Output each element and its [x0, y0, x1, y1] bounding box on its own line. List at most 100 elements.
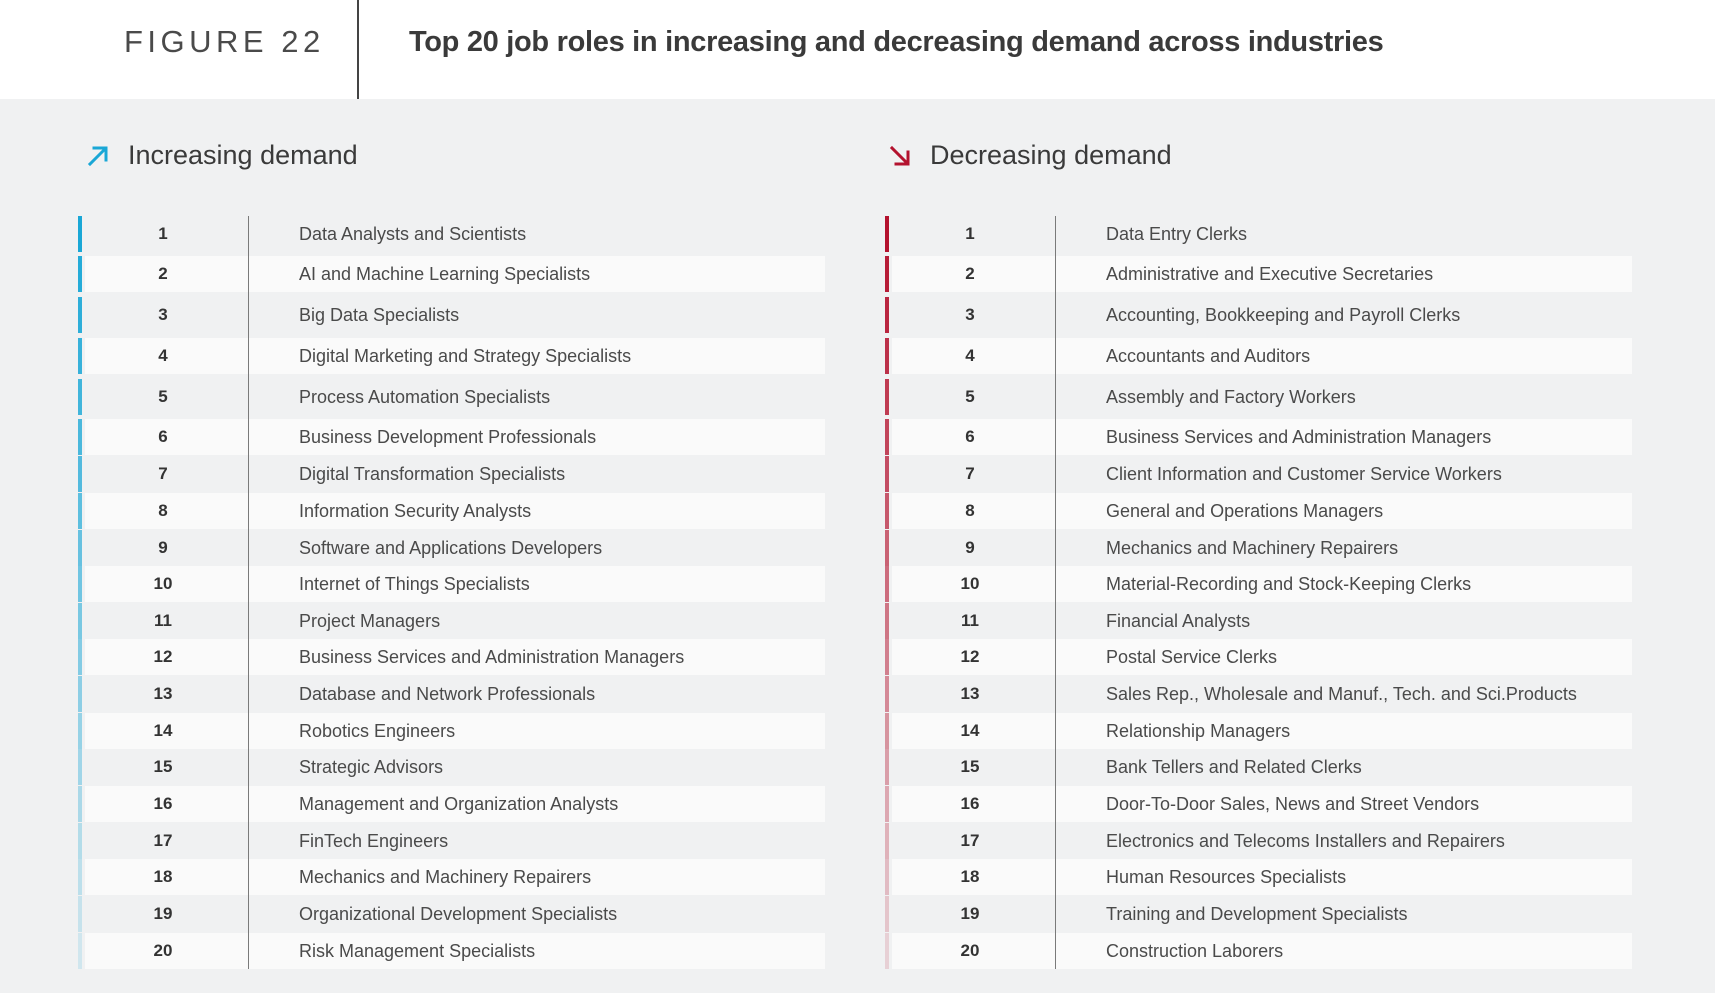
rank-accent-bar — [78, 419, 82, 455]
rank-accent-bar — [885, 338, 889, 374]
rank-accent-bar — [78, 379, 82, 415]
table-row: 4 Accountants and Auditors — [885, 338, 1632, 374]
row-background — [892, 456, 1632, 492]
column-divider — [248, 216, 249, 969]
rank-number: 15 — [153, 757, 173, 776]
job-role: Administrative and Executive Secretaries — [1106, 264, 1434, 284]
rank-accent-bar — [78, 859, 82, 895]
row-background — [85, 823, 825, 859]
job-role: Material-Recording and Stock-Keeping Cle… — [1106, 574, 1472, 594]
job-role: Assembly and Factory Workers — [1106, 387, 1356, 407]
rank-number: 15 — [960, 757, 980, 776]
header-divider — [357, 0, 359, 99]
table-row: 17 Electronics and Telecoms Installers an… — [885, 823, 1632, 859]
row-background — [892, 603, 1632, 639]
rank-accent-bar — [78, 456, 82, 492]
figure-header: FIGURE 22 Top 20 job roles in increasing… — [0, 0, 1715, 99]
table-row: 18 Mechanics and Machinery Repairers — [78, 859, 825, 895]
row-background — [85, 256, 825, 292]
table-row: 19 Organizational Development Specialists — [78, 896, 825, 932]
job-role: Software and Applications Developers — [299, 538, 603, 558]
rank-number: 10 — [960, 574, 980, 593]
rank-number: 14 — [153, 721, 173, 740]
job-role: Accountants and Auditors — [1106, 346, 1311, 366]
table-row: 9 Software and Applications Developers — [78, 530, 825, 566]
job-role: Electronics and Telecoms Installers and … — [1106, 831, 1505, 851]
row-background — [892, 749, 1632, 785]
rank-number: 4 — [158, 346, 168, 365]
rank-number: 2 — [965, 264, 975, 283]
table-row: 1 Data Analysts and Scientists — [78, 216, 825, 252]
table-row: 15 Strategic Advisors — [78, 749, 825, 785]
table-row: 11 Project Managers — [78, 603, 825, 639]
figure-title: Top 20 job roles in increasing and decre… — [409, 26, 1384, 58]
rank-number: 7 — [965, 464, 975, 483]
table-row: 7 Client Information and Customer Service… — [885, 456, 1632, 492]
row-background — [85, 713, 825, 749]
rank-number: 5 — [965, 387, 975, 406]
job-role: Human Resources Specialists — [1106, 867, 1347, 887]
rank-number: 19 — [153, 904, 173, 923]
rank-accent-bar — [885, 603, 889, 639]
rank-accent-bar — [78, 823, 82, 859]
rank-number: 19 — [960, 904, 980, 923]
job-role: Digital Marketing and Strategy Specialis… — [299, 346, 632, 366]
row-background — [892, 256, 1632, 292]
decreasing-table: 1 Data Entry Clerks 2 Administrative and Ex… — [885, 216, 1632, 972]
job-role: Strategic Advisors — [299, 757, 444, 777]
column-divider — [1055, 216, 1056, 969]
rank-accent-bar — [885, 566, 889, 602]
table-row: 6 Business Development Professionals — [78, 419, 825, 455]
table-row: 17 FinTech Engineers — [78, 823, 825, 859]
rank-number: 17 — [960, 831, 980, 850]
rank-accent-bar — [885, 676, 889, 712]
job-role: Data Entry Clerks — [1106, 224, 1248, 244]
table-row: 16 Door-To-Door Sales, News and Street Ve… — [885, 786, 1632, 822]
table-row: 16 Management and Organization Analysts — [78, 786, 825, 822]
rank-accent-bar — [885, 639, 889, 675]
rank-accent-bar — [885, 379, 889, 415]
job-role: Big Data Specialists — [299, 305, 460, 325]
rank-accent-bar — [885, 216, 889, 252]
rank-number: 20 — [153, 941, 173, 960]
rank-number: 5 — [158, 387, 168, 406]
rank-number: 16 — [960, 794, 980, 813]
table-row: 12 Business Services and Administration M… — [78, 639, 825, 675]
rank-accent-bar — [78, 713, 82, 749]
rank-number: 13 — [960, 684, 980, 703]
rank-accent-bar — [78, 493, 82, 529]
row-background — [85, 297, 825, 333]
rank-number: 11 — [961, 611, 979, 630]
row-background — [892, 419, 1632, 455]
row-background — [85, 749, 825, 785]
rank-number: 3 — [158, 305, 168, 324]
job-role: FinTech Engineers — [299, 831, 449, 851]
table-row: 11 Financial Analysts — [885, 603, 1632, 639]
row-background — [85, 419, 825, 455]
job-role: Process Automation Specialists — [299, 387, 551, 407]
table-row: 15 Bank Tellers and Related Clerks — [885, 749, 1632, 785]
table-row: 2 AI and Machine Learning Specialists — [78, 256, 825, 292]
table-row: 13 Database and Network Professionals — [78, 676, 825, 712]
row-background — [85, 338, 825, 374]
rank-number: 11 — [154, 611, 172, 630]
row-background — [892, 216, 1632, 252]
table-row: 12 Postal Service Clerks — [885, 639, 1632, 675]
job-role: Mechanics and Machinery Repairers — [1106, 538, 1399, 558]
increasing-table: 1 Data Analysts and Scientists 2 AI and Mac… — [78, 216, 825, 972]
rank-accent-bar — [885, 859, 889, 895]
job-role: Robotics Engineers — [299, 721, 456, 741]
job-role: Project Managers — [299, 611, 441, 631]
table-row: 8 General and Operations Managers — [885, 493, 1632, 529]
rank-number: 9 — [965, 538, 975, 557]
row-background — [85, 676, 825, 712]
increasing-heading: Increasing demand — [128, 140, 358, 170]
table-row: 20 Risk Management Specialists — [78, 933, 825, 969]
rank-number: 3 — [965, 305, 975, 324]
rank-accent-bar — [885, 933, 889, 969]
job-role: Data Analysts and Scientists — [299, 224, 527, 244]
rank-number: 2 — [158, 264, 168, 283]
table-row: 8 Information Security Analysts — [78, 493, 825, 529]
row-background — [85, 456, 825, 492]
job-role: Postal Service Clerks — [1106, 647, 1278, 667]
